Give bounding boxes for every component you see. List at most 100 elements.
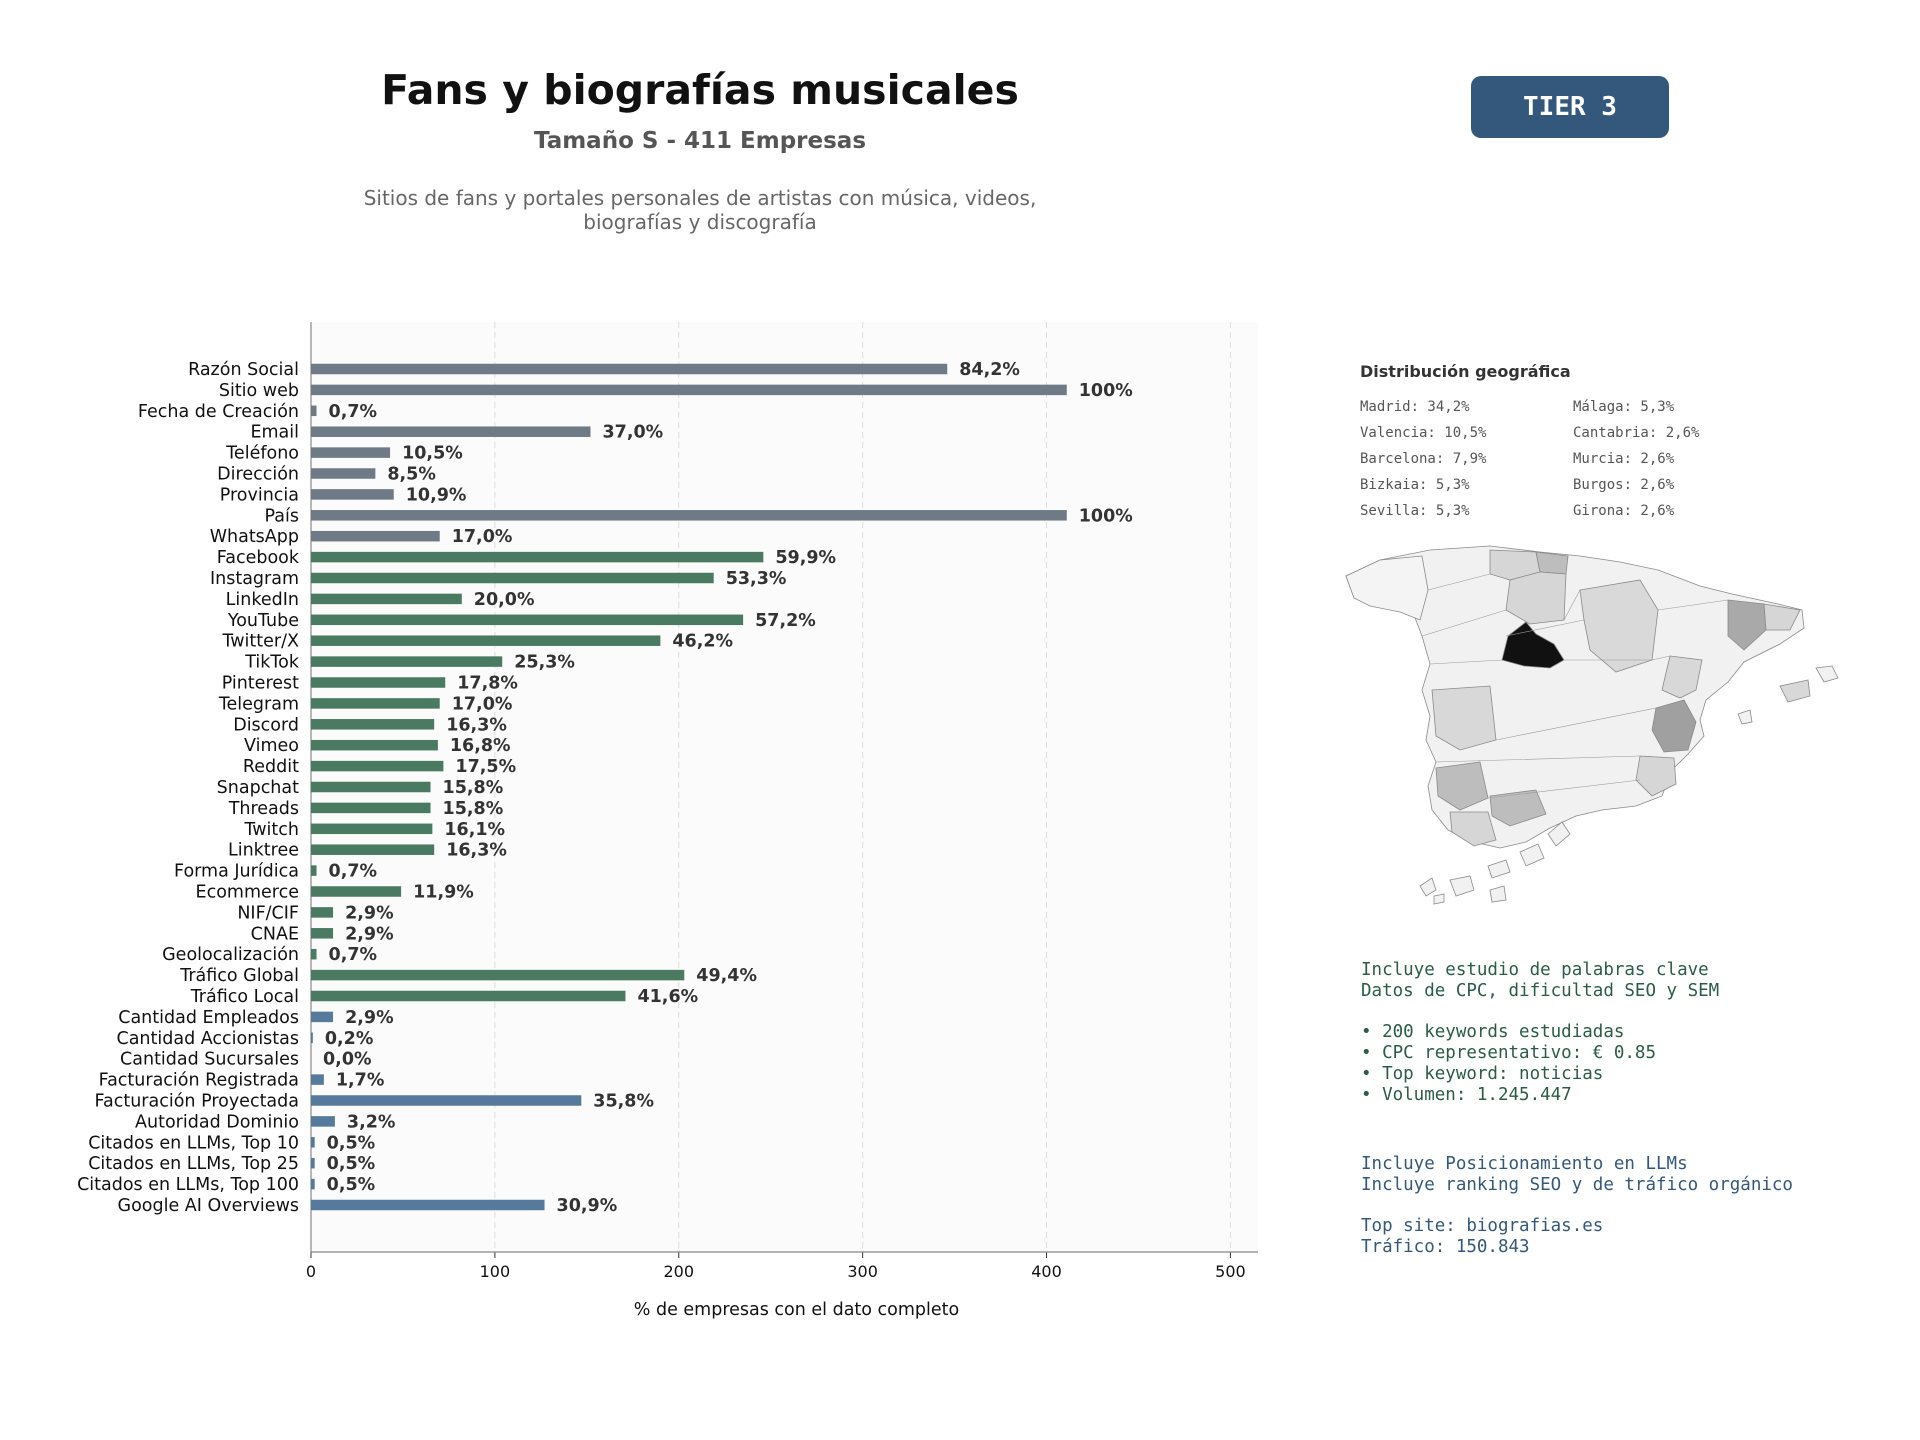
data-label: 16,3% [446, 841, 507, 861]
bar [311, 1011, 334, 1023]
category-label: Tráfico Local [190, 987, 299, 1007]
bar [311, 1074, 324, 1085]
category-label: Geolocalización [162, 945, 299, 965]
x-tick-label: 200 [663, 1262, 694, 1281]
map-region-girona [1763, 603, 1801, 631]
data-label: 41,6% [637, 987, 698, 1007]
category-label: Dirección [217, 465, 299, 485]
map-region-canary-4 [1519, 843, 1545, 867]
llm-line: Tráfico: 150.843 [1361, 1237, 1530, 1257]
data-label: 0,7% [329, 402, 378, 422]
category-label: Telegram [218, 694, 299, 714]
category-label: Twitch [243, 820, 299, 840]
bar [311, 572, 714, 584]
tier-badge: TIER 3 [1471, 76, 1669, 138]
category-label: Autoridad Dominio [135, 1112, 299, 1132]
data-label: 16,1% [444, 820, 505, 840]
bar [311, 635, 661, 646]
data-label: 35,8% [593, 1092, 654, 1112]
data-label: 25,3% [514, 653, 575, 673]
llm-line: Incluye Posicionamiento en LLMs [1361, 1154, 1688, 1174]
data-label: 15,8% [443, 778, 504, 798]
geo-item: Burgos: 2,6% [1573, 477, 1675, 493]
bar [311, 426, 591, 437]
category-label: Sitio web [219, 381, 299, 401]
data-label: 11,9% [413, 883, 474, 903]
bar [311, 1157, 315, 1169]
data-label: 20,0% [474, 590, 535, 610]
llm-line: Top site: biografias.es [1361, 1216, 1604, 1236]
seo-info-block: Incluye estudio de palabras clave Datos d… [1361, 960, 1719, 1106]
data-label: 17,8% [457, 674, 518, 694]
category-label: Linktree [228, 841, 299, 861]
bar [311, 447, 391, 458]
seo-bullet: • 200 keywords estudiadas [1361, 1022, 1625, 1042]
coverage-bar-chart: 0 100 200 300 400 500 % de empresas con el dat… [77, 322, 1258, 1320]
map-region-murcia [1635, 755, 1677, 797]
category-label: País [265, 506, 299, 526]
data-label: 49,4% [696, 966, 757, 986]
seo-bullet: • Top keyword: noticias [1361, 1064, 1604, 1084]
bar [311, 656, 503, 667]
seo-line: Datos de CPC, dificultad SEO y SEM [1361, 981, 1720, 1001]
bar [311, 781, 431, 793]
data-label: 57,2% [755, 611, 816, 631]
geo-item: Barcelona: 7,9% [1360, 451, 1487, 467]
category-label: Teléfono [225, 444, 299, 464]
data-label: 30,9% [557, 1196, 618, 1216]
map-region-balearic-3 [1737, 709, 1753, 725]
data-label: 0,7% [329, 945, 378, 965]
bar [311, 886, 402, 897]
map-region-aragon [1579, 579, 1659, 673]
seo-line: Incluye estudio de palabras clave [1361, 960, 1709, 980]
x-tick-label: 400 [1031, 1262, 1062, 1281]
page-title: Fans y biografías musicales [381, 66, 1019, 114]
category-label: Snapchat [217, 778, 299, 798]
bar [311, 405, 317, 417]
bar [311, 1032, 313, 1044]
data-label: 0,5% [327, 1175, 376, 1195]
map-region-canary-3 [1487, 859, 1511, 879]
data-label: 59,9% [775, 548, 836, 568]
data-label: 17,0% [452, 527, 513, 547]
data-label: 84,2% [959, 360, 1020, 380]
bar [311, 907, 334, 918]
data-label: 0,7% [329, 862, 378, 882]
category-label: Facebook [217, 548, 300, 568]
data-label: 53,3% [726, 569, 787, 589]
map-region-canary-2 [1449, 875, 1475, 897]
data-label: 8,5% [387, 465, 436, 485]
bar [311, 823, 433, 835]
bar [311, 530, 440, 542]
map-region-bizkaia [1535, 551, 1569, 575]
map-region-extremadura [1431, 685, 1497, 751]
category-label: Google AI Overviews [118, 1196, 299, 1216]
map-region-sevilla [1435, 761, 1489, 811]
map-region-castellon [1661, 655, 1703, 699]
category-label: CNAE [251, 924, 299, 944]
bar [311, 677, 446, 688]
bar [311, 719, 435, 730]
data-label: 16,3% [446, 715, 507, 735]
bar [311, 1199, 545, 1211]
map-region-canary-5 [1547, 821, 1571, 847]
bar [311, 1137, 315, 1148]
page-subtitle: Tamaño S - 411 Empresas [533, 128, 867, 154]
map-region-malaga [1489, 789, 1547, 827]
description-line-2: biografías y discografía [583, 210, 817, 234]
geo-item: Girona: 2,6% [1573, 503, 1675, 519]
data-label: 17,5% [455, 757, 516, 777]
category-label: Citados en LLMs, Top 100 [77, 1175, 299, 1195]
bar [311, 363, 948, 375]
data-label: 2,9% [345, 903, 394, 923]
x-tick-label: 0 [306, 1262, 316, 1281]
bar [311, 844, 435, 855]
geo-item: Valencia: 10,5% [1360, 425, 1487, 441]
category-label: Citados en LLMs, Top 10 [88, 1133, 299, 1153]
x-tick-label: 100 [480, 1262, 511, 1281]
data-label: 10,5% [402, 444, 463, 464]
llm-line: Incluye ranking SEO y de tráfico orgánic… [1361, 1175, 1793, 1195]
category-label: Citados en LLMs, Top 25 [88, 1154, 299, 1174]
category-label: Ecommerce [196, 883, 299, 903]
geo-distribution-title: Distribución geográfica [1360, 362, 1571, 381]
